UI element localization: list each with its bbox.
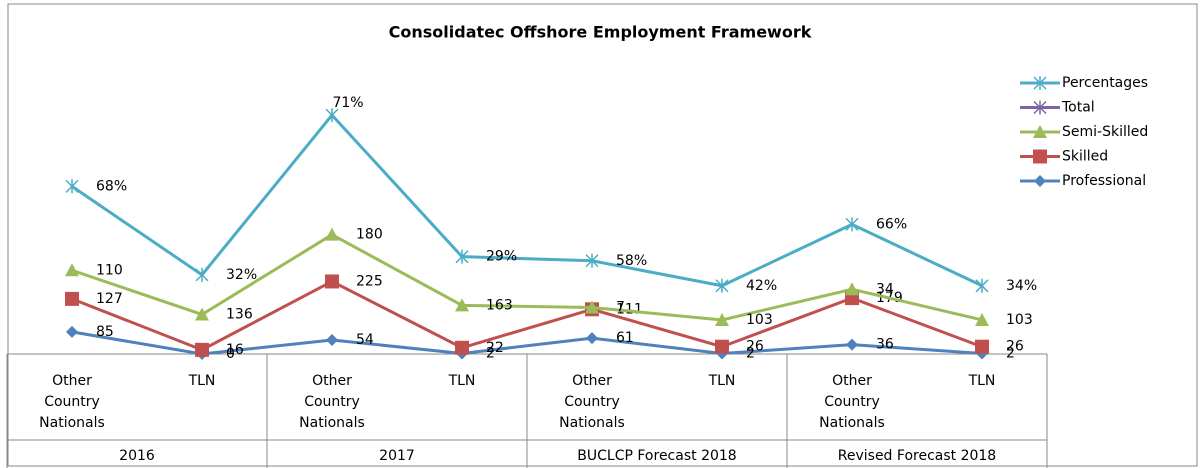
series-line	[71, 232, 983, 322]
data-label: 66%	[876, 216, 907, 232]
data-point	[975, 312, 989, 326]
data-point	[325, 227, 339, 241]
legend-marker	[1033, 149, 1047, 164]
series-line	[71, 279, 983, 352]
data-point	[715, 312, 729, 326]
data-point	[586, 332, 598, 345]
data-label: 2	[486, 345, 495, 361]
data-point	[66, 325, 78, 338]
data-point	[195, 342, 209, 357]
x-tick-label: Other Country Nationals	[819, 373, 885, 431]
data-point	[975, 278, 989, 293]
data-point	[455, 249, 469, 264]
data-label: 16	[226, 342, 244, 358]
data-point	[585, 300, 599, 314]
data-label: 42%	[746, 278, 777, 294]
data-point	[455, 340, 469, 355]
data-label: 34	[876, 281, 894, 297]
legend-marker	[1033, 125, 1047, 138]
data-label: 2	[746, 345, 755, 361]
data-label: 110	[96, 262, 123, 278]
data-point	[195, 307, 209, 321]
data-label: 71%	[332, 95, 363, 111]
series-line	[71, 330, 983, 356]
data-label: 0	[226, 346, 235, 362]
data-point	[325, 274, 339, 289]
series-line	[71, 112, 983, 288]
data-point	[715, 339, 729, 354]
data-point	[845, 282, 859, 296]
data-label: 103	[1006, 312, 1033, 328]
x-tick-label: Other Country Nationals	[39, 373, 105, 431]
legend-label: Total	[1061, 100, 1095, 116]
data-label: 58%	[616, 253, 647, 269]
data-label: 163	[486, 297, 513, 313]
x-tick-label: Other Country Nationals	[559, 373, 625, 431]
data-label: 180	[356, 227, 383, 243]
legend-label: Professional	[1062, 173, 1146, 189]
data-label: 61	[616, 330, 634, 346]
data-label: 26	[746, 339, 764, 355]
data-label: 32%	[226, 267, 257, 283]
data-point	[975, 339, 989, 354]
x-tick-label: TLN	[708, 373, 736, 389]
chart-border	[7, 3, 1198, 467]
legend-label: Percentages	[1062, 75, 1148, 91]
data-label: 127	[96, 291, 123, 307]
data-point	[845, 217, 859, 232]
x-tick-label: Other Country Nationals	[299, 373, 365, 431]
data-label: 26	[1006, 339, 1024, 355]
data-label: 22	[486, 340, 504, 356]
data-point	[585, 253, 599, 268]
data-point	[65, 263, 79, 277]
data-label: 68%	[96, 178, 127, 194]
x-tick-label: TLN	[968, 373, 996, 389]
data-point	[846, 338, 858, 351]
x-tick-label: TLN	[188, 373, 216, 389]
data-label: 111	[616, 301, 643, 317]
data-label: 225	[356, 273, 383, 289]
data-point	[65, 179, 79, 194]
legend-marker	[1034, 175, 1046, 187]
data-point	[455, 298, 469, 312]
x-group-label: 2016	[119, 448, 155, 464]
data-point	[715, 278, 729, 293]
data-label: 7	[616, 299, 625, 315]
data-label: 29%	[486, 249, 517, 265]
legend-label: Skilled	[1062, 149, 1108, 165]
legend-marker	[1033, 76, 1047, 90]
data-point	[195, 267, 209, 282]
data-point	[325, 108, 339, 123]
data-label: 34%	[1006, 278, 1037, 294]
legend-marker	[1033, 100, 1047, 115]
data-label: 36	[876, 337, 894, 353]
data-label: 103	[746, 312, 773, 328]
data-label: 54	[356, 332, 374, 348]
data-point	[65, 291, 79, 306]
chart-title: Consolidatec Offshore Employment Framewo…	[389, 23, 812, 42]
x-group-label: 2017	[379, 448, 415, 464]
data-label: 2	[1006, 345, 1015, 361]
data-label: 136	[226, 306, 253, 322]
x-group-label: BUCLCP Forecast 2018	[577, 448, 737, 464]
x-tick-label: TLN	[448, 373, 476, 389]
x-group-label: Revised Forecast 2018	[837, 448, 997, 464]
legend-label: Semi-Skilled	[1062, 124, 1148, 140]
data-label: 85	[96, 324, 114, 340]
data-point	[326, 333, 338, 346]
